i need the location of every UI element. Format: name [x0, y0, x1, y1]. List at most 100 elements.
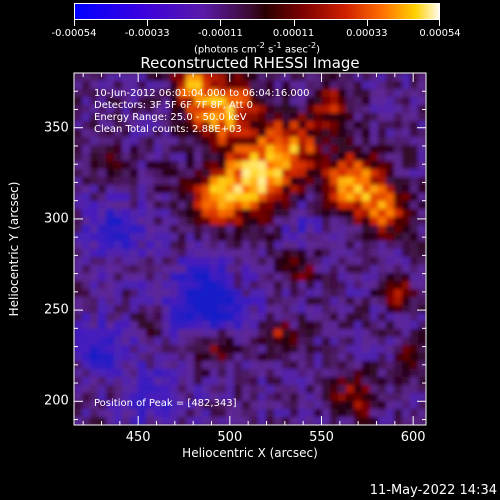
- image-pixel: [98, 105, 107, 114]
- image-pixel: [346, 369, 355, 378]
- image-pixel: [290, 353, 299, 362]
- image-pixel: [274, 353, 283, 362]
- image-pixel: [234, 233, 243, 242]
- image-pixel: [346, 257, 355, 266]
- image-pixel: [362, 73, 371, 82]
- image-pixel: [362, 169, 371, 178]
- image-pixel: [370, 73, 379, 82]
- image-pixel: [314, 385, 323, 394]
- image-pixel: [410, 113, 419, 122]
- image-pixel: [98, 225, 107, 234]
- image-pixel: [130, 129, 139, 138]
- image-pixel: [194, 281, 203, 290]
- image-pixel: [370, 297, 379, 306]
- image-pixel: [194, 385, 203, 394]
- image-pixel: [130, 137, 139, 146]
- image-pixel: [354, 225, 363, 234]
- image-pixel: [178, 249, 187, 258]
- image-pixel: [114, 313, 123, 322]
- image-pixel: [234, 329, 243, 338]
- image-pixel: [122, 121, 131, 130]
- image-pixel: [298, 353, 307, 362]
- image-pixel: [106, 329, 115, 338]
- image-pixel: [242, 409, 251, 418]
- image-pixel: [170, 265, 179, 274]
- image-pixel: [130, 209, 139, 218]
- image-pixel: [154, 97, 163, 106]
- image-pixel: [74, 321, 83, 330]
- image-pixel: [394, 417, 403, 425]
- image-pixel: [370, 97, 379, 106]
- image-pixel: [362, 137, 371, 146]
- y-tick-label: 350: [44, 120, 69, 136]
- image-pixel: [98, 217, 107, 226]
- image-pixel: [370, 241, 379, 250]
- image-pixel: [82, 321, 91, 330]
- image-pixel: [394, 73, 403, 82]
- image-pixel: [250, 393, 259, 402]
- image-pixel: [146, 345, 155, 354]
- image-pixel: [154, 121, 163, 130]
- image-pixel: [98, 209, 107, 218]
- image-pixel: [298, 297, 307, 306]
- image-pixel: [242, 193, 251, 202]
- image-pixel: [82, 385, 91, 394]
- image-pixel: [114, 145, 123, 154]
- image-pixel: [306, 145, 315, 154]
- image-pixel: [98, 73, 107, 82]
- image-pixel: [194, 289, 203, 298]
- image-pixel: [98, 377, 107, 386]
- image-pixel: [402, 417, 411, 425]
- image-pixel: [90, 377, 99, 386]
- image-pixel: [170, 337, 179, 346]
- image-pixel: [330, 233, 339, 242]
- image-pixel: [146, 185, 155, 194]
- image-pixel: [218, 345, 227, 354]
- image-pixel: [370, 209, 379, 218]
- image-pixel: [314, 257, 323, 266]
- image-pixel: [74, 353, 83, 362]
- image-pixel: [314, 185, 323, 194]
- image-pixel: [290, 193, 299, 202]
- image-pixel: [194, 153, 203, 162]
- image-pixel: [194, 345, 203, 354]
- image-pixel: [90, 225, 99, 234]
- image-pixel: [346, 249, 355, 258]
- image-pixel: [242, 153, 251, 162]
- image-pixel: [154, 193, 163, 202]
- image-pixel: [226, 305, 235, 314]
- image-pixel: [218, 281, 227, 290]
- image-pixel: [330, 329, 339, 338]
- image-pixel: [106, 249, 115, 258]
- image-pixel: [298, 393, 307, 402]
- image-pixel: [162, 73, 171, 82]
- image-pixel: [370, 153, 379, 162]
- image-pixel: [210, 353, 219, 362]
- image-pixel: [306, 249, 315, 258]
- image-pixel: [226, 409, 235, 418]
- image-pixel: [170, 193, 179, 202]
- image-pixel: [114, 417, 123, 425]
- image-pixel: [386, 233, 395, 242]
- image-pixel: [186, 89, 195, 98]
- image-pixel: [114, 121, 123, 130]
- image-pixel: [178, 193, 187, 202]
- image-pixel: [258, 417, 267, 425]
- image-pixel: [194, 257, 203, 266]
- image-pixel: [178, 417, 187, 425]
- image-pixel: [234, 369, 243, 378]
- image-pixel: [74, 401, 83, 410]
- image-pixel: [106, 305, 115, 314]
- image-pixel: [418, 369, 426, 378]
- image-pixel: [170, 97, 179, 106]
- image-pixel: [234, 385, 243, 394]
- image-pixel: [338, 81, 347, 90]
- image-pixel: [98, 233, 107, 242]
- image-pixel: [146, 297, 155, 306]
- image-pixel: [306, 177, 315, 186]
- image-pixel: [210, 169, 219, 178]
- image-pixel: [402, 409, 411, 418]
- image-pixel: [202, 273, 211, 282]
- image-pixel: [210, 393, 219, 402]
- image-pixel: [234, 121, 243, 130]
